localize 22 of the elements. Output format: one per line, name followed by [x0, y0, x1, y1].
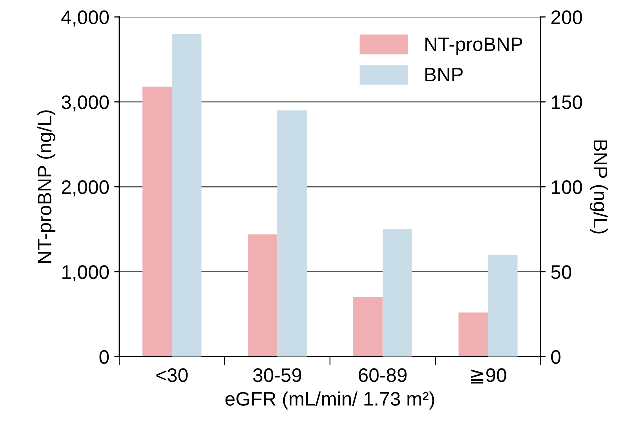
y2-axis-title: BNP (ng/L) — [590, 140, 608, 234]
y2-tick-label: 0 — [551, 350, 561, 364]
y-tick-label: 2,000 — [62, 180, 110, 197]
y2-tick-label: 200 — [552, 10, 582, 24]
x-axis-title: eGFR (mL/min/ 1.73 m²) — [226, 392, 434, 410]
y2-tick-label: 150 — [552, 96, 582, 110]
y-axis-title: NT-proBNP (ng/L) — [37, 110, 56, 264]
bar — [278, 110, 308, 357]
legend-label: NT-proBNP — [426, 38, 522, 56]
x-tick-label: 30-59 — [253, 368, 302, 382]
y2-tick-label: 100 — [552, 180, 582, 194]
y-tick-label: 4,000 — [62, 10, 110, 27]
y-tick-label: 1,000 — [62, 265, 110, 282]
x-tick-label: ≧90 — [471, 368, 506, 384]
x-tick-label: <30 — [156, 368, 188, 382]
bar — [382, 230, 412, 357]
bar — [488, 254, 518, 357]
x-tick-label: 60-89 — [359, 368, 407, 382]
y-tick-label: 0 — [100, 350, 110, 364]
legend-label: BNP — [426, 68, 463, 82]
y-tick-label: 3,000 — [62, 96, 110, 112]
y2-tick-label: 50 — [551, 265, 572, 280]
